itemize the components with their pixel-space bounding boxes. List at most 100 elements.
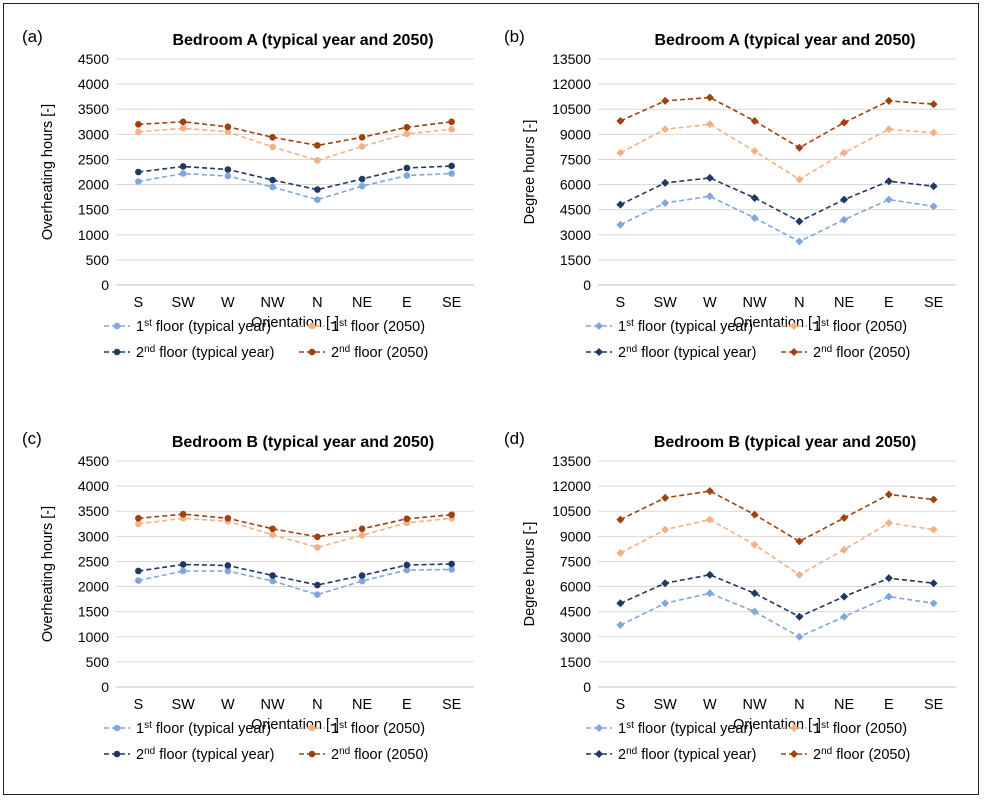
y-tick-label: 3000 bbox=[560, 227, 591, 243]
legend-ordinal: 1 bbox=[136, 319, 144, 335]
data-point bbox=[269, 134, 276, 141]
x-tick-label: S bbox=[616, 697, 626, 713]
legend-superscript: nd bbox=[144, 344, 155, 355]
data-point bbox=[795, 175, 804, 184]
series-line bbox=[138, 165, 452, 191]
y-tick-label: 4500 bbox=[560, 604, 591, 620]
data-point bbox=[269, 572, 276, 579]
data-point bbox=[929, 182, 938, 191]
legend-text: floor (2050) bbox=[347, 319, 425, 335]
data-point bbox=[750, 147, 759, 156]
legend-label: 2nd floor (typical year) bbox=[618, 344, 756, 361]
data-point bbox=[616, 200, 625, 209]
data-point bbox=[750, 589, 759, 598]
data-point bbox=[750, 540, 759, 549]
legend-item: 2nd floor (2050) bbox=[781, 746, 910, 763]
data-point bbox=[403, 164, 411, 172]
data-point bbox=[358, 532, 366, 539]
data-point bbox=[705, 192, 714, 201]
data-point bbox=[358, 175, 366, 183]
x-axis-label: Orientation [-] bbox=[251, 315, 339, 331]
data-point bbox=[929, 202, 938, 211]
data-point bbox=[884, 96, 893, 105]
legend-label: 2nd floor (2050) bbox=[331, 746, 428, 763]
legend-label: 1st floor (typical year) bbox=[136, 318, 271, 335]
x-tick-label: N bbox=[794, 697, 804, 713]
data-point bbox=[929, 579, 938, 588]
data-point bbox=[314, 533, 321, 541]
data-point bbox=[840, 592, 849, 601]
data-point bbox=[179, 125, 187, 132]
legend-text: floor (2050) bbox=[829, 319, 907, 335]
data-point bbox=[884, 195, 893, 204]
data-point bbox=[661, 525, 670, 534]
data-point bbox=[929, 128, 938, 137]
y-tick-label: 2000 bbox=[78, 579, 109, 595]
y-axis-label: Overheating hours [-] bbox=[40, 506, 56, 642]
legend-label: 1st floor (typical year) bbox=[618, 720, 753, 737]
legend-item: 2nd floor (2050) bbox=[299, 746, 428, 763]
y-tick-label: 2500 bbox=[78, 151, 109, 167]
legend-marker bbox=[790, 724, 798, 732]
series-line bbox=[620, 96, 934, 149]
data-point bbox=[224, 172, 232, 180]
series-line bbox=[620, 518, 934, 576]
legend-superscript: st bbox=[144, 720, 152, 731]
chart-title: Bedroom B (typical year and 2050) bbox=[654, 434, 916, 451]
legend-marker bbox=[595, 322, 603, 330]
legend-item: 1st floor (typical year) bbox=[586, 318, 753, 335]
data-point bbox=[616, 599, 625, 608]
data-point bbox=[448, 170, 455, 177]
legend-item: 2nd floor (typical year) bbox=[586, 746, 756, 763]
legend-label: 2nd floor (2050) bbox=[813, 746, 910, 763]
legend-label: 2nd floor (2050) bbox=[813, 344, 910, 361]
legend-item: 1st floor (typical year) bbox=[586, 720, 753, 737]
data-point bbox=[840, 513, 849, 522]
legend-text: floor (2050) bbox=[347, 721, 425, 737]
x-tick-label: NE bbox=[834, 697, 854, 713]
legend-ordinal: 2 bbox=[618, 345, 626, 361]
data-point bbox=[840, 148, 849, 157]
legend-text: floor (typical year) bbox=[637, 345, 756, 361]
data-point bbox=[661, 599, 670, 608]
data-point bbox=[448, 126, 455, 133]
y-tick-label: 9000 bbox=[560, 528, 591, 544]
legend-label: 1st floor (typical year) bbox=[136, 720, 271, 737]
legend-ordinal: 1 bbox=[813, 319, 821, 335]
data-point bbox=[884, 490, 893, 499]
data-point bbox=[884, 177, 893, 186]
data-point bbox=[224, 562, 232, 569]
legend-text: floor (typical year) bbox=[152, 319, 271, 335]
data-point bbox=[135, 168, 142, 176]
data-point bbox=[705, 93, 714, 102]
data-point bbox=[929, 100, 938, 109]
legend-ordinal: 2 bbox=[813, 345, 821, 361]
y-tick-label: 1500 bbox=[560, 252, 591, 268]
data-point bbox=[616, 515, 625, 524]
data-point bbox=[269, 577, 276, 585]
data-point bbox=[661, 96, 670, 105]
x-tick-label: S bbox=[616, 295, 626, 311]
series-line bbox=[620, 177, 934, 223]
data-point bbox=[179, 567, 187, 575]
series-line bbox=[138, 568, 452, 596]
data-point bbox=[135, 128, 142, 136]
legend-label: 2nd floor (typical year) bbox=[618, 746, 756, 763]
legend-item: 1st floor (2050) bbox=[781, 318, 907, 335]
x-tick-label: W bbox=[221, 697, 235, 713]
data-point bbox=[705, 173, 714, 182]
legend-marker bbox=[790, 750, 798, 758]
legend-superscript: st bbox=[821, 720, 829, 731]
data-point bbox=[448, 118, 455, 126]
legend-superscript: st bbox=[626, 720, 634, 731]
legend-superscript: st bbox=[821, 318, 829, 329]
legend-superscript: nd bbox=[339, 746, 350, 757]
legend-item: 1st floor (2050) bbox=[781, 720, 907, 737]
y-tick-label: 12000 bbox=[552, 478, 591, 494]
legend-item: 1st floor (typical year) bbox=[104, 720, 271, 737]
legend-text: floor (typical year) bbox=[155, 747, 274, 763]
legend-ordinal: 1 bbox=[136, 721, 144, 737]
x-tick-label: SW bbox=[653, 295, 677, 311]
series-line bbox=[138, 563, 452, 586]
y-tick-label: 1500 bbox=[78, 604, 109, 620]
